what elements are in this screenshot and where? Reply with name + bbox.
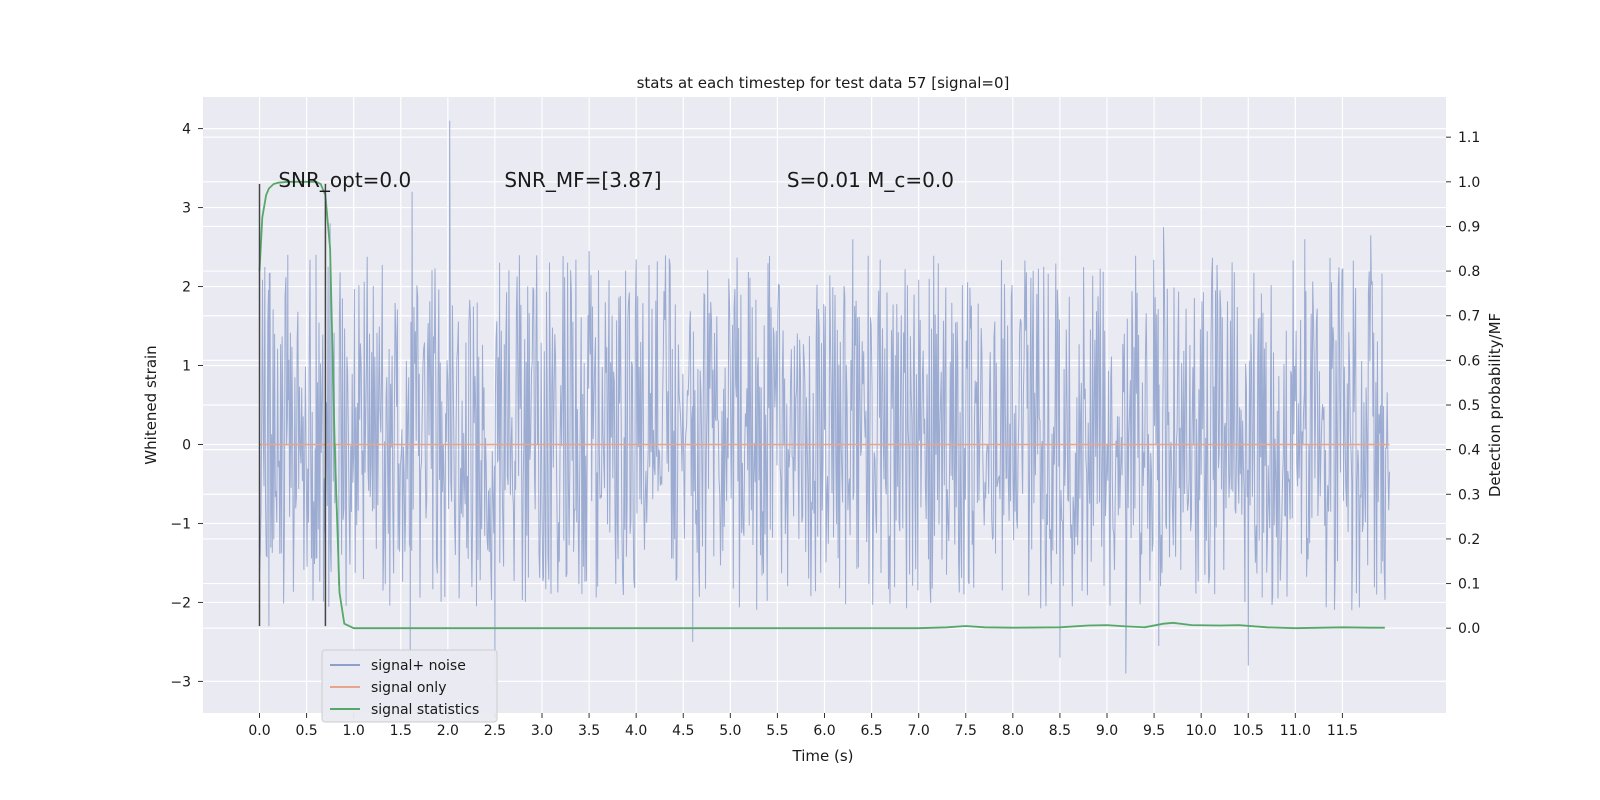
x-tick-label-19: 9.5 (1143, 723, 1165, 739)
x-tick-label-5: 2.5 (484, 723, 506, 739)
y2-tick-label-0: 0.0 (1458, 621, 1480, 637)
y2-tick-label-5: 0.5 (1458, 398, 1480, 414)
x-tick-label-0: 0.0 (248, 723, 270, 739)
x-tick-label-1: 0.5 (295, 723, 317, 739)
annotation-1: SNR_MF=[3.87] (504, 168, 661, 192)
y2-tick-label-8: 0.8 (1458, 264, 1480, 280)
x-tick-label-6: 3.0 (531, 723, 553, 739)
x-tick-label-8: 4.0 (625, 723, 647, 739)
annotation-0: SNR_opt=0.0 (278, 168, 411, 192)
annotation-2: S=0.01 M_c=0.0 (787, 168, 954, 192)
legend-label-statistics: signal statistics (371, 702, 479, 718)
legend-box (321, 649, 498, 723)
legend: signal+ noise signal only signal statist… (321, 649, 498, 723)
x-tick-label-12: 6.0 (813, 723, 835, 739)
y2-tick-label-11: 1.1 (1458, 130, 1480, 146)
y2-axis-ticks: 0.0 0.1 0.2 0.3 0.4 0.5 0.6 0.7 0.8 0.9 1.0 1.1 (1446, 130, 1480, 637)
y-tick-label-3: 0 (182, 437, 191, 453)
y-axis-label: Whitened strain (142, 345, 160, 464)
x-tick-label-22: 11.0 (1280, 723, 1311, 739)
y-tick-label-1: −2 (170, 595, 191, 611)
y-tick-label-4: 1 (182, 359, 191, 375)
y-axis-ticks: −3 −2 −1 0 1 2 3 4 (170, 122, 203, 690)
y-tick-label-5: 2 (182, 280, 191, 296)
x-tick-label-3: 1.5 (390, 723, 412, 739)
x-tick-label-13: 6.5 (860, 723, 882, 739)
x-tick-label-16: 8.0 (1002, 723, 1024, 739)
y2-tick-label-2: 0.2 (1458, 532, 1480, 548)
x-tick-label-14: 7.0 (908, 723, 930, 739)
x-tick-label-17: 8.5 (1049, 723, 1071, 739)
y2-tick-label-10: 1.0 (1458, 175, 1480, 191)
y2-axis-label: Detection probability/MF (1486, 313, 1504, 497)
x-tick-label-18: 9.0 (1096, 723, 1118, 739)
x-tick-label-9: 4.5 (672, 723, 694, 739)
annotations: SNR_opt=0.0 SNR_MF=[3.87] S=0.01 M_c=0.0 (278, 168, 954, 192)
y2-tick-label-3: 0.3 (1458, 487, 1480, 503)
x-tick-label-21: 10.5 (1233, 723, 1264, 739)
legend-label-signal-only: signal only (371, 680, 446, 696)
x-tick-label-7: 3.5 (578, 723, 600, 739)
y2-tick-label-4: 0.4 (1458, 443, 1480, 459)
y-tick-label-2: −1 (170, 516, 191, 532)
x-tick-label-23: 11.5 (1327, 723, 1358, 739)
x-axis-label: Time (s) (792, 747, 854, 765)
x-tick-label-20: 10.0 (1186, 723, 1217, 739)
vertical-markers (258, 183, 327, 627)
x-tick-label-2: 1.0 (343, 723, 365, 739)
series-signal-statistics-line (258, 180, 1385, 630)
y-tick-label-7: 4 (182, 122, 191, 138)
x-tick-label-11: 5.5 (766, 723, 788, 739)
y2-tick-label-7: 0.7 (1458, 309, 1480, 325)
y2-tick-label-6: 0.6 (1458, 353, 1480, 369)
chart-title: stats at each timestep for test data 57 … (637, 74, 1010, 92)
legend-label-noise: signal+ noise (371, 658, 466, 674)
y2-tick-label-9: 0.9 (1458, 219, 1480, 235)
x-tick-label-10: 5.0 (719, 723, 741, 739)
x-tick-label-15: 7.5 (955, 723, 977, 739)
y-tick-label-6: 3 (182, 201, 191, 217)
x-tick-label-4: 2.0 (437, 723, 459, 739)
y2-tick-label-1: 0.1 (1458, 577, 1480, 593)
x-axis-ticks: 0.0 0.5 1.0 1.5 2.0 2.5 3.0 3.5 4.0 4.5 5.0 5.5 6.0 6… (248, 713, 1358, 739)
series-layer (258, 120, 1390, 686)
y-tick-label-0: −3 (170, 674, 191, 690)
series-signal-noise-line (259, 120, 1390, 686)
